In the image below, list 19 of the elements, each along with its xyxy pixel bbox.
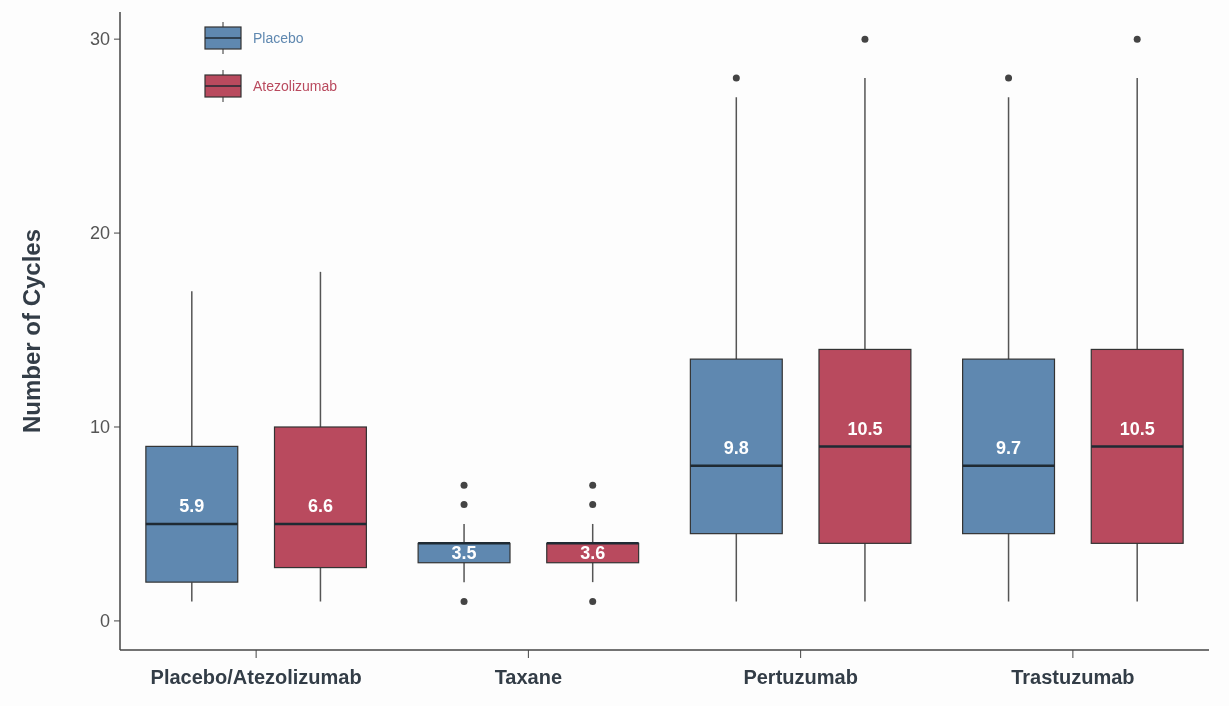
text: 10.5 [847, 418, 883, 439]
text: 3.6 [580, 543, 606, 564]
legend-label: Atezolizumab [253, 77, 338, 94]
legend-label: Placebo [253, 29, 304, 46]
y-tick-label: 10 [89, 417, 110, 438]
text: 6.6 [307, 496, 333, 517]
x-tick-label: Trastuzumab [1011, 666, 1135, 688]
x-tick-label: Placebo/Atezolizumab [150, 666, 362, 688]
x-tick-label: Pertuzumab [743, 666, 858, 688]
text: 5.9 [179, 496, 205, 517]
y-axis-title: Number of Cycles [18, 228, 45, 434]
x-tick-label: Taxane [494, 666, 563, 688]
y-tick-label: 30 [89, 29, 110, 50]
y-tick-label: 0 [99, 611, 110, 632]
text: 10.5 [1119, 418, 1155, 439]
text: 3.5 [451, 543, 477, 564]
text: 9.8 [723, 438, 749, 459]
y-tick-label: 20 [89, 223, 110, 244]
text: 9.7 [996, 438, 1022, 459]
